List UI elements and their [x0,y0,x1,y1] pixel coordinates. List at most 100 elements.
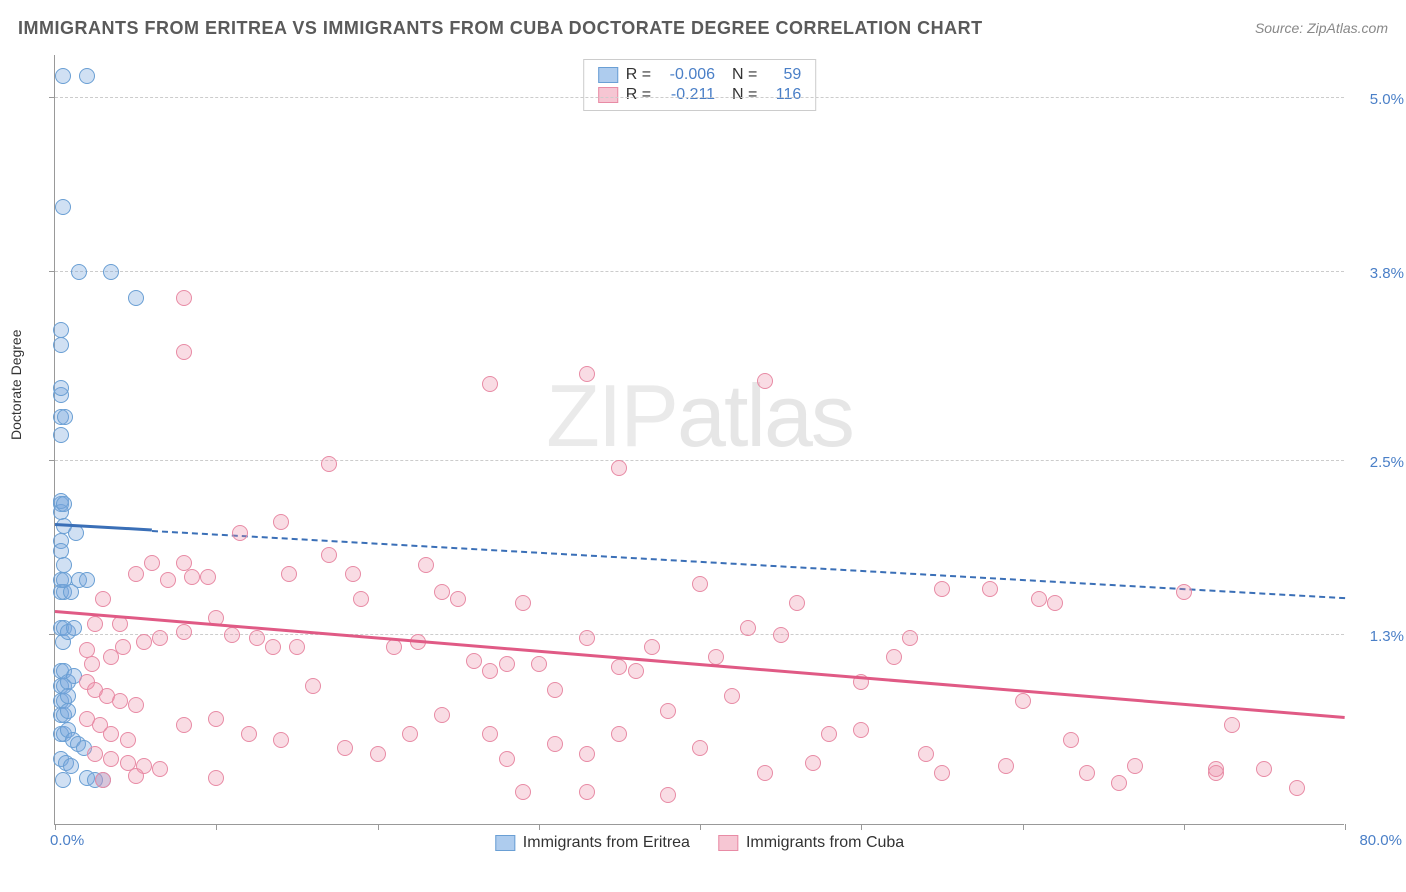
tick-bottom [700,824,701,830]
data-point [579,366,595,382]
data-point [998,758,1014,774]
tick-bottom [539,824,540,830]
source-label: Source: ZipAtlas.com [1255,20,1388,36]
data-point [53,427,69,443]
y-tick-label: 1.3% [1370,628,1404,645]
data-point [353,591,369,607]
data-point [53,380,69,396]
data-point [103,264,119,280]
data-point [176,344,192,360]
y-axis-label: Doctorate Degree [8,329,24,440]
data-point [466,653,482,669]
data-point [56,496,72,512]
chart-title: IMMIGRANTS FROM ERITREA VS IMMIGRANTS FR… [18,18,983,39]
data-point [224,627,240,643]
n-value: 59 [765,66,801,84]
data-point [1015,693,1031,709]
plot-area: ZIPatlas R = -0.006 N = 59 R = -0.211 N =… [54,55,1344,825]
data-point [208,711,224,727]
data-point [402,726,418,742]
legend-item: Immigrants from Cuba [718,834,904,852]
data-point [152,761,168,777]
stats-legend: R = -0.006 N = 59R = -0.211 N = 116 [583,59,817,111]
data-point [611,726,627,742]
tick-bottom [861,824,862,830]
swatch-icon [598,87,618,103]
gridline [55,97,1344,98]
y-tick-label: 2.5% [1370,454,1404,471]
data-point [241,726,257,742]
data-point [724,688,740,704]
data-point [289,639,305,655]
data-point [531,656,547,672]
data-point [1289,780,1305,796]
data-point [660,703,676,719]
r-value: -0.006 [659,66,715,84]
data-point [184,569,200,585]
series-name: Immigrants from Cuba [746,834,904,852]
y-tick-label: 5.0% [1370,91,1404,108]
data-point [87,746,103,762]
n-label: N = [723,86,757,104]
data-point [103,751,119,767]
data-point [87,616,103,632]
data-point [1176,584,1192,600]
y-tick-label: 3.8% [1370,265,1404,282]
n-label: N = [723,66,757,84]
swatch-icon [495,835,515,851]
series-name: Immigrants from Eritrea [523,834,690,852]
watermark: ZIPatlas [546,365,853,467]
data-point [692,576,708,592]
data-point [1063,732,1079,748]
legend-item: Immigrants from Eritrea [495,834,690,852]
data-point [579,630,595,646]
data-point [128,697,144,713]
r-value: -0.211 [659,86,715,104]
data-point [644,639,660,655]
data-point [918,746,934,762]
r-label: R = [626,86,651,104]
data-point [265,639,281,655]
data-point [547,682,563,698]
data-point [128,768,144,784]
data-point [152,630,168,646]
data-point [515,595,531,611]
data-point [902,630,918,646]
data-point [176,717,192,733]
data-point [57,409,73,425]
r-label: R = [626,66,651,84]
tick-bottom [378,824,379,830]
data-point [708,649,724,665]
data-point [112,693,128,709]
data-point [482,726,498,742]
data-point [692,740,708,756]
data-point [55,199,71,215]
data-point [821,726,837,742]
data-point [482,663,498,679]
x-min-label: 0.0% [50,832,84,849]
data-point [200,569,216,585]
swatch-icon [598,67,618,83]
data-point [773,627,789,643]
data-point [321,547,337,563]
data-point [515,784,531,800]
data-point [434,584,450,600]
data-point [1047,595,1063,611]
data-point [611,659,627,675]
gridline [55,460,1344,461]
data-point [128,290,144,306]
data-point [95,591,111,607]
data-point [249,630,265,646]
data-point [611,460,627,476]
data-point [232,525,248,541]
data-point [1079,765,1095,781]
data-point [79,68,95,84]
x-max-label: 80.0% [1359,832,1402,849]
data-point [345,566,361,582]
data-point [305,678,321,694]
tick-bottom [55,824,56,830]
data-point [79,572,95,588]
data-point [1111,775,1127,791]
data-point [628,663,644,679]
tick-left [49,460,55,461]
